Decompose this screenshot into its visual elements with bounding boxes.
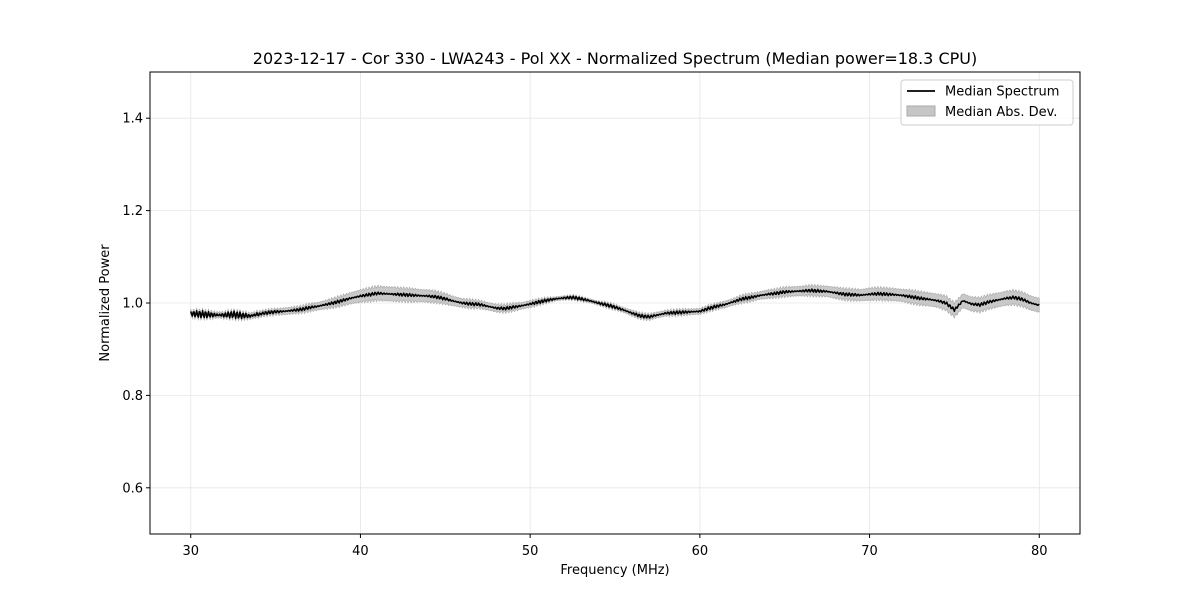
legend-mad-band-swatch <box>906 105 936 117</box>
x-tick-label: 30 <box>182 544 199 559</box>
x-tick-label: 70 <box>861 544 878 559</box>
y-axis-label: Normalized Power <box>98 244 113 362</box>
y-axis-ticks: 0.6 0.8 1.0 1.2 1.4 <box>122 112 150 496</box>
chart-title: 2023-12-17 - Cor 330 - LWA243 - Pol XX -… <box>253 49 977 68</box>
legend: Median Spectrum Median Abs. Dev. <box>900 79 1074 126</box>
y-tick-label: 1.2 <box>122 204 143 219</box>
x-tick-label: 50 <box>522 544 539 559</box>
x-axis-label: Frequency (MHz) <box>560 563 669 578</box>
y-tick-label: 0.8 <box>122 389 143 404</box>
legend-median-spectrum-label: Median Spectrum <box>945 85 1059 100</box>
x-tick-label: 40 <box>352 544 369 559</box>
y-tick-label: 1.4 <box>122 112 143 127</box>
median-spectrum-line <box>190 288 1040 320</box>
legend-mad-label: Median Abs. Dev. <box>945 105 1057 120</box>
x-axis-ticks: 30 40 50 60 70 80 <box>182 534 1048 559</box>
y-tick-label: 0.6 <box>122 481 143 496</box>
x-tick-label: 60 <box>692 544 709 559</box>
median-line-layer <box>190 288 1040 320</box>
legend-frame <box>900 79 1074 126</box>
x-tick-label: 80 <box>1031 544 1048 559</box>
y-tick-label: 1.0 <box>122 297 143 312</box>
